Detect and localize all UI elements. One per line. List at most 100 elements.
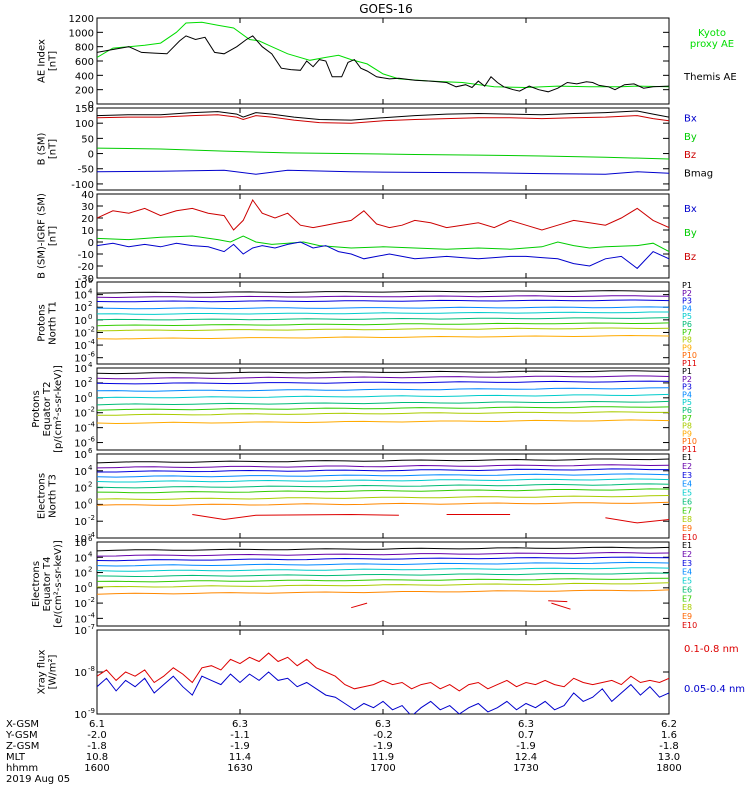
x-row-value: -1.1	[230, 730, 250, 741]
legend-entry: E7	[682, 594, 692, 603]
legend-entry: P6	[682, 320, 692, 329]
flux-channel-line	[97, 572, 669, 578]
x-row-value: 1.6	[661, 730, 677, 741]
series-line	[97, 199, 669, 231]
y-tick-label: 0	[88, 100, 94, 111]
y-tick-label: 10	[74, 710, 87, 721]
plot-area	[97, 458, 669, 524]
legend-entry: E5	[682, 577, 692, 586]
x-row-value: 13.0	[658, 752, 680, 763]
x-row-value: 6.1	[89, 719, 105, 730]
y-tick-label: 10	[74, 599, 87, 610]
legend-entry: E1	[682, 453, 692, 462]
y-tick-label: 10	[74, 569, 87, 580]
y-tick-label: 10	[74, 534, 87, 545]
x-row-label: Z-GSM	[6, 741, 39, 752]
y-axis-label: B (SM)	[37, 132, 48, 165]
y-axis-label: North T3	[48, 474, 59, 518]
plot-area	[97, 21, 669, 93]
legend-entry: E7	[682, 506, 692, 515]
x-row-value: -1.9	[230, 741, 250, 752]
flux-channel-line	[97, 561, 669, 567]
legend-entry: E6	[682, 497, 692, 506]
y-tick-label: 10	[74, 553, 87, 564]
legend-entry: Bx	[684, 204, 697, 215]
y-tick-label: 150	[75, 104, 94, 115]
y-tick-exponent: -6	[88, 351, 96, 359]
legend-entry: P5	[682, 312, 692, 321]
flux-channel-line	[97, 546, 669, 552]
x-row-label: Y-GSM	[5, 730, 38, 741]
x-row-value: 11.9	[372, 752, 394, 763]
y-tick-label: 40	[81, 190, 94, 201]
x-row-value: 1730	[513, 763, 538, 774]
y-tick-label: 50	[81, 134, 94, 145]
y-tick-exponent: -8	[88, 665, 95, 673]
legend-entry: P1	[682, 367, 692, 376]
y-tick-exponent: -4	[88, 421, 96, 429]
legend-entry: Bx	[684, 114, 697, 125]
x-row-value: 6.3	[232, 719, 248, 730]
legend: 0.1-0.8 nm 0.05-0.4 nm	[684, 644, 745, 695]
flux-channel-line	[97, 478, 669, 483]
plot-title: GOES-16	[359, 2, 413, 16]
y-tick-label: 10	[74, 280, 87, 291]
y-axis-label: B (SM)-IGRF (SM)	[37, 193, 48, 279]
flux-channel-line	[97, 317, 669, 321]
flux-channel-line	[97, 473, 669, 478]
y-axis-label: [nT]	[48, 139, 59, 159]
y-axis-label: [nT]	[48, 51, 59, 71]
y-tick-exponent: 6	[88, 277, 93, 285]
y-tick-exponent: -2	[88, 325, 95, 333]
x-row-value: -1.8	[87, 741, 107, 752]
y-tick-label: -10	[78, 250, 94, 261]
flux-channel-line	[97, 290, 669, 294]
y-tick-label: 10	[74, 614, 87, 625]
flux-channel-line	[97, 458, 669, 464]
y-tick-exponent: -2	[88, 596, 95, 604]
flux-segment-line	[605, 517, 669, 524]
x-row-value: 6.2	[661, 719, 677, 730]
y-tick-exponent: -4	[88, 531, 96, 539]
flux-channel-line	[97, 488, 669, 494]
y-tick-label: 200	[75, 86, 94, 97]
flux-channel-line	[97, 334, 669, 340]
y-tick-label: 10	[74, 517, 87, 528]
legend-entry: Themis AE	[683, 72, 737, 83]
flux-channel-line	[97, 495, 669, 501]
legend-entry: P4	[682, 304, 692, 313]
y-axis-label: [nT]	[48, 226, 59, 246]
flux-channel-line	[97, 567, 669, 572]
series-line	[97, 235, 669, 253]
flux-channel-line	[97, 411, 669, 416]
legend-entry: E3	[682, 471, 692, 480]
legend-entry: E9	[682, 612, 692, 621]
series-line	[97, 241, 669, 270]
legend-entry: Kyoto	[698, 28, 726, 39]
flux-channel-line	[97, 582, 669, 588]
legend-entry: E4	[682, 480, 692, 489]
legend-entry: E2	[682, 462, 692, 471]
flux-channel-line	[97, 375, 669, 380]
legend-entry: E3	[682, 559, 692, 568]
y-tick-label: -20	[78, 262, 94, 273]
flux-segment-line	[192, 513, 399, 521]
x-row-value: 1630	[227, 763, 252, 774]
y-tick-label: 0	[88, 150, 94, 161]
flux-channel-line	[97, 589, 669, 595]
plot-area	[97, 110, 669, 175]
y-tick-exponent: 0	[88, 581, 92, 589]
y-axis-label: Xray flux	[37, 650, 48, 695]
flux-channel-line	[97, 327, 669, 332]
y-axis-label: Electrons	[31, 561, 42, 607]
y-tick-label: 10	[74, 364, 87, 375]
flux-channel-line	[97, 406, 669, 411]
y-tick-exponent: 0	[88, 391, 92, 399]
legend-entry: Bmag	[684, 168, 713, 179]
legend-entry: P9	[682, 343, 692, 352]
panel-bsm: -100 -50 0 50 100 150 B (SM) [nT] Bx By Bz Bmag	[37, 104, 714, 191]
